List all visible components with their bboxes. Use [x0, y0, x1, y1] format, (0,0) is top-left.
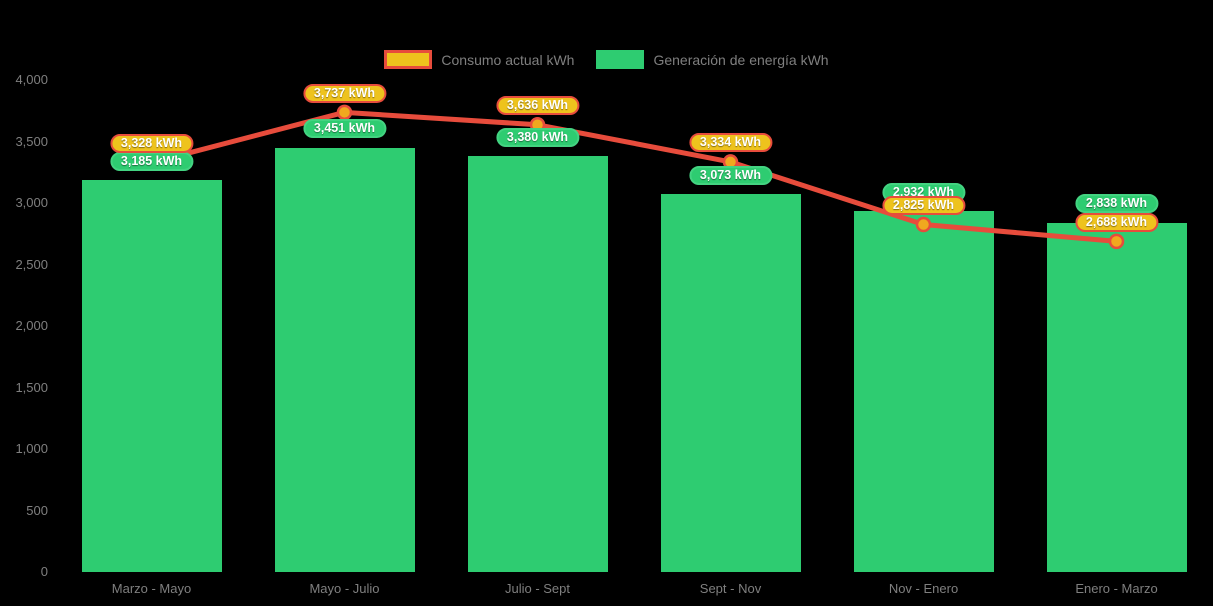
legend-item-consumo-actual[interactable]: Consumo actual kWh	[384, 50, 574, 69]
legend-label-generacion: Generación de energía kWh	[653, 51, 829, 68]
x-axis-label-sept-nov: Sept - Nov	[699, 581, 762, 596]
y-axis-tick-label: 0	[40, 564, 48, 579]
consumo-value-pill-julio-sept: 3,636 kWh	[495, 96, 580, 116]
y-axis-tick-label: 3,500	[15, 133, 48, 149]
bar-julio-sept[interactable]	[467, 156, 608, 572]
legend-item-generacion[interactable]: Generación de energía kWh	[596, 50, 829, 69]
y-axis-tick-label: 4,000	[15, 72, 48, 87]
x-axis-label-marzo-mayo: Marzo - Mayo	[111, 581, 192, 596]
bar-nov-enero[interactable]	[853, 211, 994, 572]
consumo-value-pill-nov-enero: 2,825 kWh	[881, 196, 966, 216]
consumo-value-pill-marzo-mayo: 3,328 kWh	[109, 134, 194, 154]
y-axis-tick-label: 2,000	[15, 318, 48, 333]
chart-legend: Consumo actual kWh Generación de energía…	[0, 50, 1213, 69]
y-axis-tick-label: 500	[26, 502, 48, 518]
x-axis-label-julio-sept: Julio - Sept	[504, 581, 571, 596]
x-axis-label-enero-marzo: Enero - Marzo	[1075, 581, 1158, 596]
generacion-value-pill-sept-nov: 3,073 kWh	[688, 165, 773, 185]
x-axis-label-mayo-julio: Mayo - Julio	[309, 581, 380, 596]
consumo-value-pill-enero-marzo: 2,688 kWh	[1074, 212, 1159, 232]
line-point-enero-marzo[interactable]	[1108, 233, 1125, 250]
generacion-value-pill-julio-sept: 3,380 kWh	[495, 127, 580, 147]
consumo-value-pill-sept-nov: 3,334 kWh	[688, 133, 773, 153]
y-axis-tick-label: 3,000	[15, 195, 48, 210]
consumo-value-pill-mayo-julio: 3,737 kWh	[302, 83, 387, 103]
consumo-swatch-icon	[384, 50, 433, 69]
legend-label-consumo: Consumo actual kWh	[441, 51, 575, 68]
y-axis-tick-label: 1,500	[15, 379, 48, 395]
bar-enero-marzo[interactable]	[1046, 222, 1187, 572]
line-point-mayo-julio[interactable]	[336, 104, 353, 121]
generacion-value-pill-enero-marzo: 2,838 kWh	[1074, 194, 1159, 214]
bar-mayo-julio[interactable]	[274, 147, 415, 572]
bar-marzo-mayo[interactable]	[81, 180, 222, 572]
bar-sept-nov[interactable]	[660, 194, 801, 572]
line-point-nov-enero[interactable]	[915, 216, 932, 233]
y-axis-tick-label: 2,500	[15, 256, 48, 272]
y-axis-tick-label: 1,000	[15, 441, 48, 456]
generacion-swatch-icon	[596, 50, 645, 69]
generacion-value-pill-marzo-mayo: 3,185 kWh	[109, 151, 194, 171]
x-axis-label-nov-enero: Nov - Enero	[888, 581, 959, 596]
generacion-value-pill-mayo-julio: 3,451 kWh	[302, 119, 387, 139]
consumo-line	[149, 109, 1119, 244]
